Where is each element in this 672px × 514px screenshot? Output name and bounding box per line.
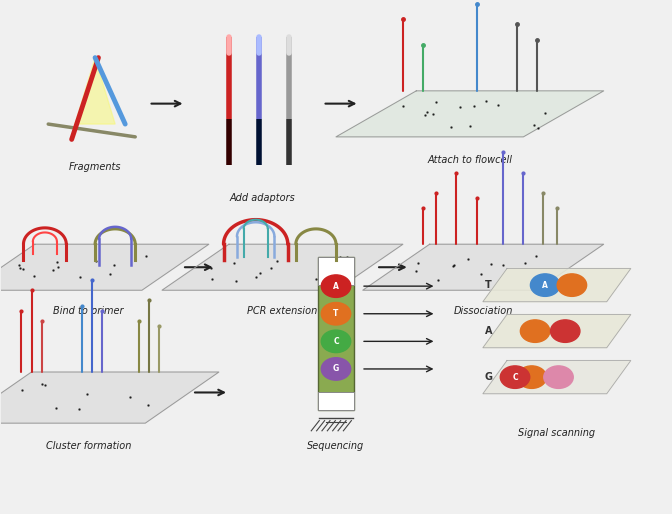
Text: Add adaptors: Add adaptors <box>230 193 295 203</box>
Polygon shape <box>483 315 631 348</box>
Circle shape <box>321 275 351 298</box>
Circle shape <box>544 366 573 389</box>
Polygon shape <box>483 268 631 302</box>
Text: A: A <box>542 281 548 289</box>
Bar <box>318 257 354 285</box>
Circle shape <box>550 320 580 342</box>
Text: G: G <box>333 364 339 374</box>
Circle shape <box>557 274 587 297</box>
Polygon shape <box>75 58 115 124</box>
Text: PCR extension: PCR extension <box>247 305 318 316</box>
Text: Fragments: Fragments <box>69 162 122 172</box>
Polygon shape <box>162 244 403 290</box>
Text: Dissociation: Dissociation <box>454 305 513 316</box>
Polygon shape <box>0 244 209 290</box>
Circle shape <box>321 303 351 325</box>
Text: T: T <box>485 280 492 290</box>
Text: C: C <box>333 337 339 346</box>
Circle shape <box>321 358 351 380</box>
Text: Attach to flowcell: Attach to flowcell <box>427 155 512 165</box>
Circle shape <box>517 366 546 389</box>
Text: Sequencing: Sequencing <box>307 441 365 451</box>
Text: A: A <box>485 326 492 336</box>
Text: T: T <box>333 309 339 318</box>
Text: A: A <box>333 282 339 290</box>
Text: G: G <box>485 372 493 382</box>
Circle shape <box>520 320 550 342</box>
Circle shape <box>500 366 530 389</box>
Polygon shape <box>363 244 603 290</box>
Circle shape <box>530 274 560 297</box>
Bar <box>318 392 354 410</box>
Text: Cluster formation: Cluster formation <box>46 441 131 451</box>
Bar <box>318 257 354 410</box>
Text: C: C <box>512 373 518 381</box>
Text: Bind to primer: Bind to primer <box>53 305 124 316</box>
Text: Signal scanning: Signal scanning <box>518 428 595 438</box>
Polygon shape <box>483 360 631 394</box>
Polygon shape <box>336 91 603 137</box>
Circle shape <box>321 330 351 353</box>
Polygon shape <box>0 372 219 423</box>
